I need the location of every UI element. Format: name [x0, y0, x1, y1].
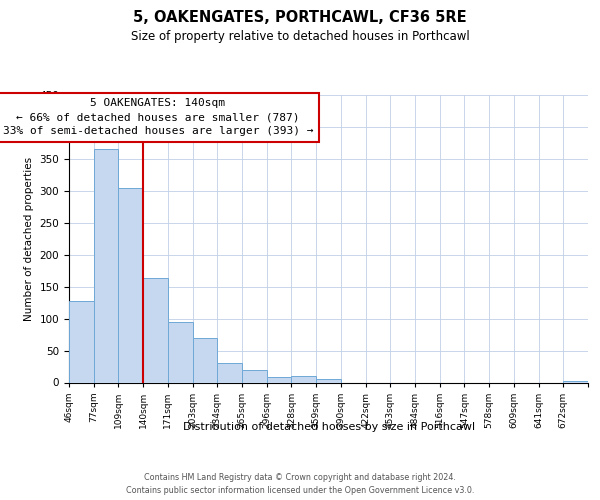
Y-axis label: Number of detached properties: Number of detached properties	[24, 156, 34, 321]
Bar	[316, 380, 341, 382]
Text: Size of property relative to detached houses in Porthcawl: Size of property relative to detached ho…	[131, 30, 469, 43]
Bar	[292, 376, 316, 382]
Text: Distribution of detached houses by size in Porthcawl: Distribution of detached houses by size …	[183, 422, 475, 432]
Bar	[267, 378, 292, 382]
Bar	[193, 338, 217, 382]
Bar	[143, 278, 168, 382]
Bar	[69, 300, 94, 382]
Bar	[217, 364, 242, 382]
Text: 5 OAKENGATES: 140sqm
← 66% of detached houses are smaller (787)
33% of semi-deta: 5 OAKENGATES: 140sqm ← 66% of detached h…	[3, 98, 313, 136]
Bar	[563, 380, 588, 382]
Bar	[168, 322, 193, 382]
Bar	[242, 370, 267, 382]
Text: Contains HM Land Registry data © Crown copyright and database right 2024.
Contai: Contains HM Land Registry data © Crown c…	[126, 474, 474, 495]
Bar	[94, 150, 118, 382]
Text: 5, OAKENGATES, PORTHCAWL, CF36 5RE: 5, OAKENGATES, PORTHCAWL, CF36 5RE	[133, 10, 467, 25]
Bar	[118, 188, 143, 382]
